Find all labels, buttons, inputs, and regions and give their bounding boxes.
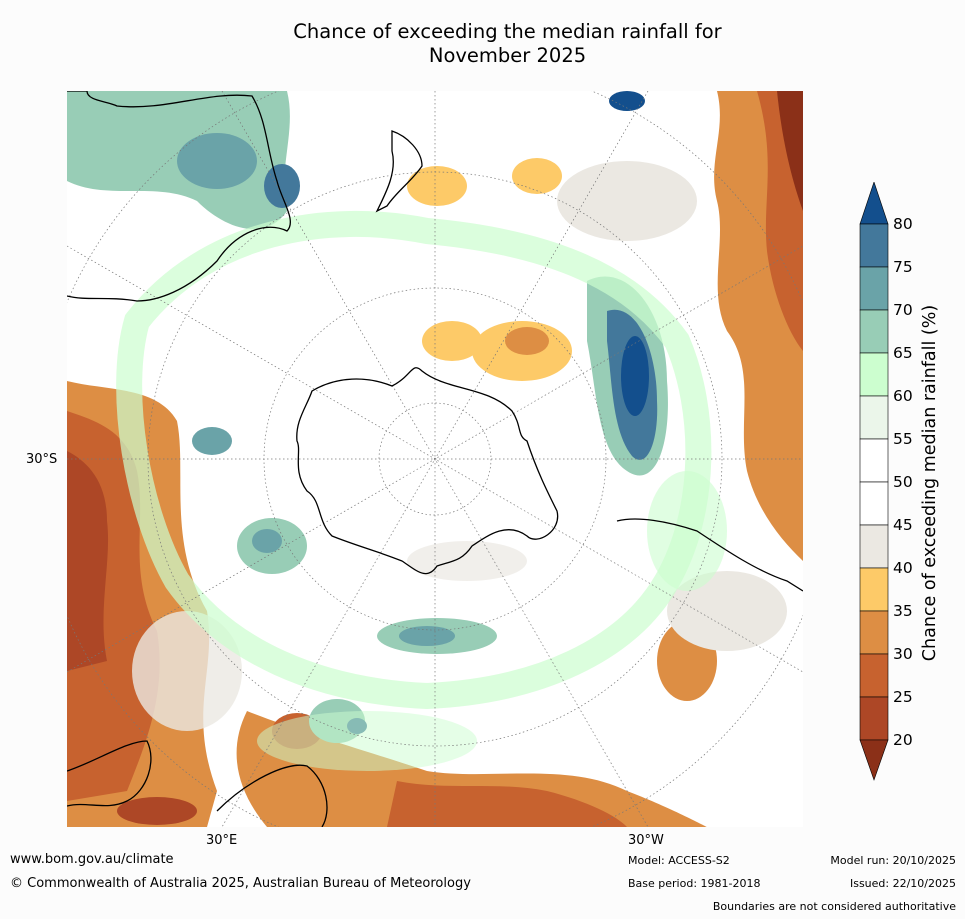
new-zealand-coast [375,130,423,213]
neutral-patch-2 [667,571,787,651]
graticule [67,91,803,827]
neutral-patch-3 [132,611,242,731]
wet-patch-7 [252,529,282,553]
south-america-coast [616,518,803,592]
colorbar-seg-35-40 [859,567,889,612]
website-text: www.bom.gov.au/climate [10,852,174,867]
longitude-label-right: 30°W [628,833,664,848]
dry-patch-3 [422,321,482,361]
colorbar-tick-label: 75 [893,258,913,276]
wet-patch-12 [647,471,727,591]
neutral-regions [132,161,787,731]
wet-patch-3 [609,91,645,111]
colorbar-seg-60-65 [859,352,889,397]
colorbar-tick-label: 60 [893,387,913,405]
colorbar-tick-label: 25 [893,688,913,706]
neutral-patch-1 [557,161,697,241]
coastlines [67,91,803,827]
madagascar-coast [216,764,328,827]
colorbar-seg-45-50 [859,481,889,526]
wet-anomaly-regions [67,91,727,771]
colorbar-tick-label: 50 [893,473,913,491]
colorbar-tick-label: 35 [893,602,913,620]
map-svg [67,91,803,827]
colorbar-seg-50-55 [859,438,889,483]
colorbar-tick-label: 45 [893,516,913,534]
colorbar-tick-label: 20 [893,731,913,749]
colorbar-tick-label: 65 [893,344,913,362]
dry-patch-4 [407,166,467,206]
colorbar-tick-label: 55 [893,430,913,448]
colorbar [859,182,889,781]
dry-patch-5 [512,158,562,194]
colorbar-segments [859,223,889,741]
africa-coast [67,740,152,807]
wet-patch-5 [399,626,455,646]
australia-coast [67,91,292,302]
issued-text: Issued: 22/10/2025 [849,877,956,890]
wet-patch-11 [257,711,477,771]
colorbar-seg-75-80 [859,223,889,268]
wet-region-east-deep [621,336,649,416]
wet-patch-8 [192,427,232,455]
dry-region-west-deep [67,451,109,671]
colorbar-lower-arrow [859,739,889,781]
meridian-5 [221,91,649,827]
dry-region-south-core [387,781,627,827]
rainfall-map [67,91,803,827]
title-line-1: Chance of exceeding the median rainfall … [293,20,722,43]
disclaimer-text: Boundaries are not considered authoritat… [712,900,956,913]
colorbar-seg-55-60 [859,395,889,440]
longitude-label-left: 30°E [206,833,238,848]
dry-patch-2 [505,327,549,355]
dry-region-east-deep [777,91,803,211]
colorbar-seg-70-75 [859,266,889,311]
wet-patch-1 [177,133,257,189]
map-title: Chance of exceeding the median rainfall … [0,20,965,68]
colorbar-seg-40-45 [859,524,889,569]
colorbar-upper-arrow [859,182,889,225]
copyright-text: © Commonwealth of Australia 2025, Austra… [10,876,471,891]
wet-patch-2 [264,164,300,208]
model-text: Model: ACCESS-S2 [628,854,730,867]
colorbar-title: Chance of exceeding median rainfall (%) [920,304,940,662]
colorbar-tick-label: 70 [893,301,913,319]
base-period-text: Base period: 1981-2018 [628,877,761,890]
colorbar-seg-25-30 [859,653,889,698]
neutral-patch-4 [407,541,527,581]
dry-region-south [236,711,707,827]
title-line-2: November 2025 [428,44,587,67]
colorbar-tick-label: 30 [893,645,913,663]
colorbar-seg-20-25 [859,696,889,741]
colorbar-tick-label: 40 [893,559,913,577]
colorbar-seg-30-35 [859,610,889,655]
latitude-label: 30°S [26,452,58,467]
colorbar-tick-label: 80 [893,215,913,233]
colorbar-seg-65-70 [859,309,889,354]
model-run-text: Model run: 20/10/2025 [830,854,956,867]
dry-patch-8 [117,797,197,825]
antarctica-coast [296,367,559,575]
